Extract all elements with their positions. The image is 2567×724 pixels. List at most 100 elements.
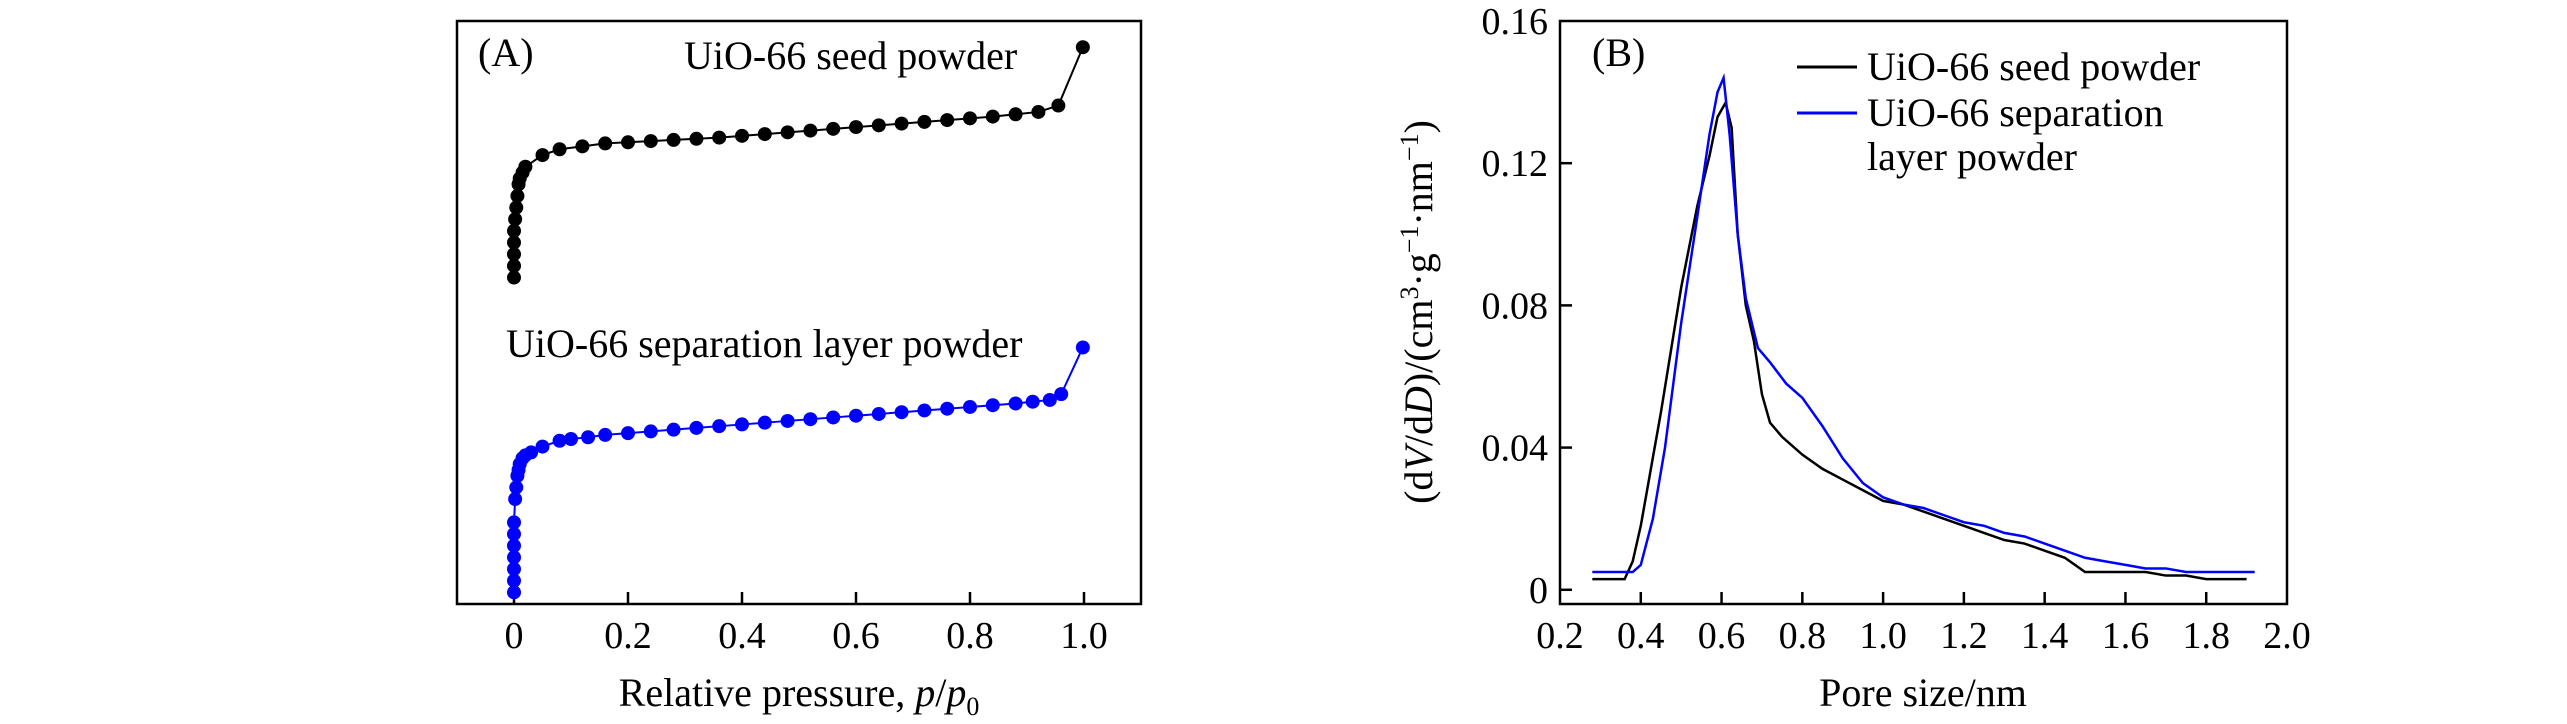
panel-a-frame [455,19,1143,606]
data-point-seed [849,120,863,135]
data-point-sep [581,430,596,445]
panel-b-x-tick-label: 0.2 [1536,615,1584,657]
data-point-sep [1075,340,1090,355]
series-line-seed [513,46,1084,278]
legend-label-seed: UiO-66 seed powder [1867,44,2200,89]
data-point-sep [1008,396,1023,411]
panel-b-x-tick-label: 0.4 [1617,615,1665,657]
panel-b-frame [1558,19,2289,606]
panel-b-y-axis-label: (dV/dD)/(cm3·g−1·nm−1) [1395,120,1441,504]
panel-a-series [507,40,1090,600]
data-point-seed [507,270,521,285]
data-point-seed [1008,107,1023,122]
data-point-sep [507,538,521,553]
data-point-seed [735,128,749,143]
panel-a-label: (A) [478,30,534,75]
data-point-sep [507,527,521,542]
panel-b-y-tick-label: 0.08 [1482,285,1549,327]
panel-a-x-tick-label: 0 [505,615,524,657]
data-point-sep [535,439,550,454]
panel-b-x-tick-label: 1.8 [2182,615,2230,657]
data-point-sep [803,412,818,427]
data-point-seed [535,148,550,163]
panel-b-y-tick-label: 0.12 [1482,143,1549,185]
panel-b-x-tick-label: 1.4 [2021,615,2069,657]
panel-b-y-tick-label: 0 [1529,570,1548,612]
data-point-seed [1031,104,1046,119]
data-point-sep [507,515,521,530]
data-point-sep [712,419,727,434]
data-point-seed [598,136,613,151]
data-point-seed [894,116,909,131]
data-point-sep [643,424,658,439]
data-point-sep [621,426,635,441]
panel-b-y-tick-label: 0.16 [1482,1,1549,43]
panel-b-x-axis-label: Pore size/nm [1819,670,2027,715]
data-point-sep [917,403,932,418]
data-point-seed [507,247,521,262]
data-point-sep [963,399,977,414]
data-point-sep [509,480,524,495]
data-point-sep [507,573,521,588]
series-line-separation [1592,72,2255,574]
panel-b-ticks: 0.2 0.4 0.6 0.8 1.0 1.2 1.4 1.6 1.8 2.0 0 0.04 0.08 0… [1482,1,2311,657]
panel-b-x-tick-label: 0.6 [1698,615,1746,657]
data-point-seed [985,109,1000,124]
panel-b-legend: UiO-66 seed powder UiO-66 separation lay… [1797,44,2200,179]
data-point-sep [507,585,521,600]
data-point-seed [510,188,525,203]
data-point-sep [1054,387,1069,402]
data-point-sep [894,405,909,420]
panel-b-x-tick-label: 1.2 [1940,615,1988,657]
panel-a-x-tick-label: 0.6 [832,615,880,657]
data-point-seed [757,127,772,142]
data-point-sep [508,492,523,507]
data-point-sep [507,562,521,577]
data-point-sep [940,401,955,416]
data-point-sep [826,410,841,425]
panel-b-x-tick-label: 1.0 [1859,615,1907,657]
data-point-sep [598,427,613,442]
panel-b-x-tick-label: 2.0 [2263,615,2311,657]
data-point-sep [871,406,886,421]
data-point-seed [621,135,635,150]
data-point-seed [803,123,818,138]
data-point-sep [524,445,539,460]
panel-a-x-tick-label: 0.8 [946,615,994,657]
panel-b-y-tick-label: 0.04 [1482,428,1549,470]
data-point-seed [507,223,521,238]
panel-a-x-tick-label: 1.0 [1060,615,1108,657]
data-point-seed [575,139,590,154]
data-point-seed [1075,40,1090,55]
data-point-seed [518,159,533,174]
panel-a-x-ticks: 0 0.2 0.4 0.6 0.8 1.0 [505,592,1108,657]
panel-b: 0.2 0.4 0.6 0.8 1.0 1.2 1.4 1.6 1.8 2.0 0 0.04 0.08 0… [1395,1,2311,715]
legend-label-separation-1: UiO-66 separation [1867,90,2164,135]
legend-label-separation-2: layer powder [1867,134,2077,179]
data-point-sep [666,422,681,437]
data-point-seed [508,212,523,227]
panel-a: 0 0.2 0.4 0.6 0.8 1.0 (A) UiO-66 seed powder … [455,19,1143,721]
data-point-sep [552,433,567,448]
data-point-sep [564,432,578,447]
annotation-seed-powder: UiO-66 seed powder [684,33,1017,78]
series-line-sep [513,347,1084,593]
data-point-seed [552,142,567,157]
data-point-sep [985,398,1000,413]
data-point-seed [963,111,977,126]
panel-b-x-tick-label: 1.6 [2102,615,2150,657]
data-point-seed [643,134,658,149]
data-point-sep [780,413,795,428]
data-point-sep [735,417,749,432]
data-point-seed [507,235,521,250]
panel-b-label: (B) [1592,30,1645,75]
data-point-sep [507,550,521,565]
panel-a-x-tick-label: 0.2 [604,615,652,657]
data-point-seed [917,114,932,129]
data-point-seed [940,113,955,128]
panel-a-x-tick-label: 0.4 [718,615,766,657]
data-point-sep [849,408,863,423]
data-point-seed [666,132,681,147]
data-point-seed [712,130,727,145]
